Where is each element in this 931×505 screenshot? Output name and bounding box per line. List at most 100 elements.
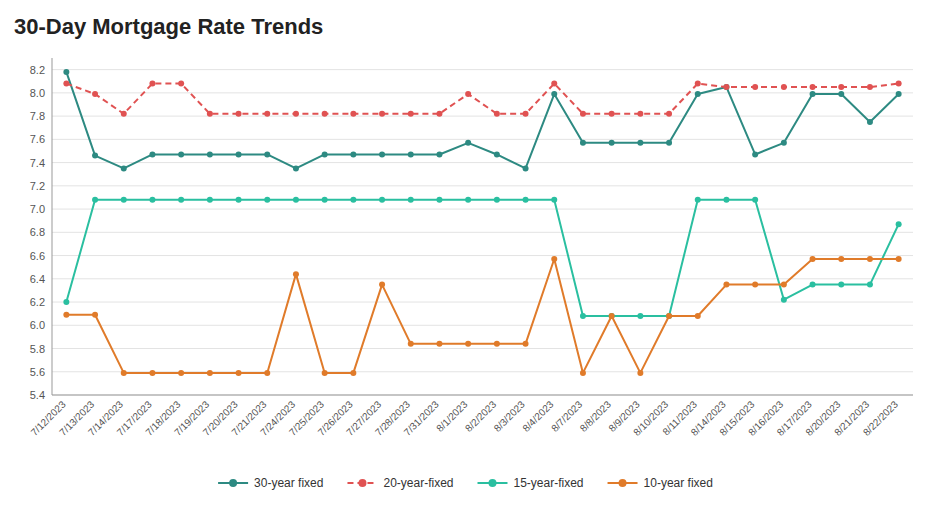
point [867, 256, 873, 262]
legend-item: 15-year-fixed [478, 476, 584, 490]
point [178, 151, 184, 157]
point [63, 69, 69, 75]
point [781, 84, 787, 90]
point [523, 165, 529, 171]
grid-line [52, 209, 913, 210]
point [896, 256, 902, 262]
grid-line [52, 348, 913, 349]
point [781, 297, 787, 303]
point [92, 153, 98, 159]
y-tick-label: 6.8 [30, 226, 45, 238]
point [149, 370, 155, 376]
point [408, 341, 414, 347]
point [580, 313, 586, 319]
series [63, 81, 901, 117]
point [178, 370, 184, 376]
legend-item: 30-year fixed [218, 476, 323, 490]
point [580, 111, 586, 117]
chart: 30-Day Mortgage Rate Trends5.45.65.86.06… [0, 0, 931, 505]
point [92, 197, 98, 203]
legend: 30-year fixed20-year-fixed15-year-fixed1… [218, 476, 713, 490]
point [695, 81, 701, 87]
y-tick-label: 7.0 [30, 203, 45, 215]
point [695, 91, 701, 97]
point [609, 140, 615, 146]
point [121, 111, 127, 117]
point [350, 151, 356, 157]
line [66, 200, 898, 316]
point [178, 81, 184, 87]
point [838, 282, 844, 288]
line [66, 259, 898, 373]
point [637, 370, 643, 376]
x-axis: 7/12/20237/13/20237/14/20237/17/20237/18… [29, 398, 901, 438]
point [436, 111, 442, 117]
point [723, 197, 729, 203]
point [236, 111, 242, 117]
point [149, 151, 155, 157]
point [637, 313, 643, 319]
point [523, 197, 529, 203]
legend-item: 20-year-fixed [347, 476, 453, 490]
point [465, 140, 471, 146]
point [178, 197, 184, 203]
line [66, 72, 898, 168]
point [436, 197, 442, 203]
y-axis-line [52, 58, 53, 395]
legend-label: 30-year fixed [254, 476, 323, 490]
grid-line [52, 139, 913, 140]
point [666, 313, 672, 319]
y-tick-label: 6.4 [30, 273, 45, 285]
point [379, 282, 385, 288]
grid-line [52, 325, 913, 326]
point [494, 197, 500, 203]
grid-line [52, 185, 913, 186]
point [465, 91, 471, 97]
point [149, 81, 155, 87]
y-axis: 5.45.65.86.06.26.46.66.87.07.27.47.67.88… [30, 58, 913, 401]
line [66, 84, 898, 114]
y-tick-label: 5.6 [30, 366, 45, 378]
legend-marker [619, 479, 627, 487]
y-tick-label: 5.8 [30, 343, 45, 355]
grid-line [52, 395, 913, 396]
point [609, 313, 615, 319]
point [408, 111, 414, 117]
point [379, 197, 385, 203]
grid-line [52, 162, 913, 163]
point [264, 197, 270, 203]
point [350, 197, 356, 203]
point [63, 299, 69, 305]
point [236, 370, 242, 376]
legend-marker [358, 479, 366, 487]
point [695, 313, 701, 319]
point [63, 81, 69, 87]
point [236, 151, 242, 157]
point [781, 282, 787, 288]
point [322, 151, 328, 157]
grid-line [52, 92, 913, 93]
point [723, 84, 729, 90]
point [121, 197, 127, 203]
point [149, 197, 155, 203]
point [896, 221, 902, 227]
point [752, 197, 758, 203]
point [838, 84, 844, 90]
point [551, 91, 557, 97]
point [810, 84, 816, 90]
legend-marker [229, 479, 237, 487]
point [666, 313, 672, 319]
series [63, 256, 901, 376]
x-tick-label: 8/22/2023 [861, 398, 901, 438]
y-tick-label: 7.8 [30, 110, 45, 122]
title: 30-Day Mortgage Rate Trends [14, 14, 323, 39]
point [379, 151, 385, 157]
point [810, 91, 816, 97]
point [723, 282, 729, 288]
legend-marker [489, 479, 497, 487]
x-tick-label: 7/31/2023 [402, 398, 442, 438]
point [408, 151, 414, 157]
point [666, 140, 672, 146]
point [695, 197, 701, 203]
point [523, 341, 529, 347]
